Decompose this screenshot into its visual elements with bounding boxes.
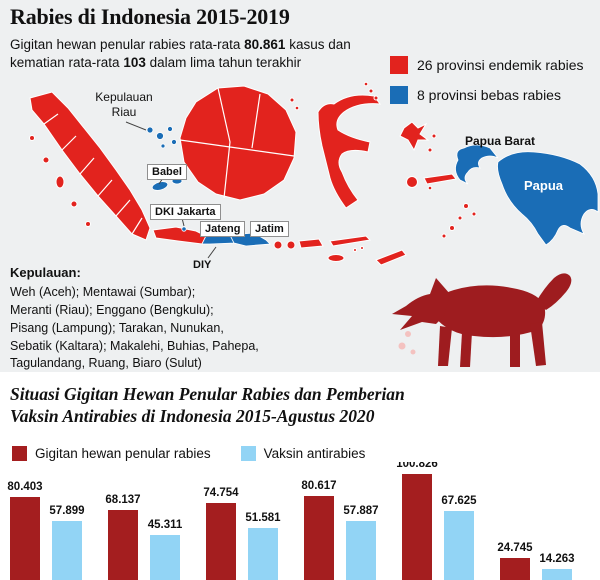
dog-silhouette-icon bbox=[392, 273, 572, 367]
mentawai-islands bbox=[55, 175, 65, 189]
legend-vaccine: Vaksin antirabies bbox=[240, 446, 366, 461]
rabid-dog-illustration bbox=[392, 273, 572, 367]
bar-gigitan-2 bbox=[206, 502, 236, 580]
islands-note-line: Pisang (Lampung); Tarakan, Nunukan, bbox=[10, 320, 224, 335]
seram-island bbox=[423, 173, 457, 185]
bites-color-swatch bbox=[12, 446, 27, 461]
endemic-provinces bbox=[29, 81, 477, 266]
bar-value-vaksin-4: 67.625 bbox=[441, 494, 477, 507]
bar-vaksin-3 bbox=[346, 521, 376, 580]
subtitle-cases-value: 80.861 bbox=[244, 37, 286, 52]
bites-legend-label: Gigitan hewan penular rabies bbox=[35, 446, 211, 461]
vaccine-legend-label: Vaksin antirabies bbox=[263, 446, 366, 461]
papua-barat-area bbox=[455, 144, 499, 185]
bar-value-vaksin-5: 14.263 bbox=[539, 553, 575, 566]
bar-vaksin-4 bbox=[444, 510, 474, 580]
subtitle-text: Gigitan hewan penular rabies rata-rata bbox=[10, 37, 245, 52]
page-subtitle: Gigitan hewan penular rabies rata-rata 8… bbox=[10, 36, 360, 72]
bar-value-gigitan-1: 68.137 bbox=[105, 494, 141, 507]
sumba-island bbox=[327, 254, 345, 262]
bar-vaksin-1 bbox=[150, 535, 180, 580]
label-kepulauan-riau: Kepulauan Riau bbox=[95, 90, 153, 119]
map-legend: 26 provinsi endemik rabies 8 provinsi be… bbox=[390, 56, 584, 116]
kepulauan-riau-islands bbox=[146, 126, 154, 134]
endemic-color-swatch bbox=[390, 56, 408, 74]
subtitle-text: kasus dan kematian rata-rata bbox=[10, 37, 351, 70]
bar-gigitan-3 bbox=[304, 496, 334, 580]
islands-note-line: Tagulandang, Ruang, Biaro (Sulut) bbox=[10, 356, 202, 371]
bar-vaksin-0 bbox=[52, 521, 82, 580]
chart-section-title: Situasi Gigitan Hewan Penular Rabies dan… bbox=[10, 384, 405, 426]
label-papua-barat: Papua Barat bbox=[465, 134, 536, 148]
islands-note-line: Sebatik (Kaltara); Makalehi, Buhias, Pah… bbox=[10, 338, 259, 353]
bar-gigitan-0 bbox=[10, 496, 40, 580]
bar-value-vaksin-0: 57.899 bbox=[49, 505, 85, 518]
drool-drops-icon bbox=[398, 331, 416, 355]
islands-note-line: Weh (Aceh); Mentawai (Sumbar); bbox=[10, 285, 196, 300]
buru-island bbox=[406, 176, 418, 188]
sumbawa-island bbox=[298, 238, 324, 249]
islands-note-line: Meranti (Riau); Enggano (Bengkulu); bbox=[10, 303, 214, 318]
page-title: Rabies di Indonesia 2015-2019 bbox=[10, 4, 290, 29]
subtitle-text: dalam lima tahun terakhir bbox=[145, 54, 302, 70]
label-diy: DIY bbox=[193, 259, 212, 271]
halmahera-island bbox=[399, 121, 430, 152]
pointer-lines bbox=[125, 121, 217, 259]
bar-vaksin-2 bbox=[248, 528, 278, 580]
dki-jakarta-area bbox=[181, 226, 187, 232]
free-color-swatch bbox=[390, 86, 408, 104]
label-jatim: Jatim bbox=[250, 221, 289, 237]
indonesia-map bbox=[29, 81, 599, 266]
label-papua: Papua bbox=[524, 178, 564, 193]
sulawesi-island bbox=[317, 94, 382, 209]
legend-bites: Gigitan hewan penular rabies bbox=[12, 446, 211, 461]
bangka-island bbox=[151, 181, 169, 191]
bar-value-gigitan-4: 100.826 bbox=[396, 462, 438, 471]
chart-legend: Gigitan hewan penular rabies Vaksin anti… bbox=[12, 446, 395, 461]
bar-vaksin-5 bbox=[542, 569, 572, 580]
province-borders bbox=[43, 87, 295, 235]
bar-value-gigitan-2: 74.754 bbox=[203, 486, 239, 499]
islands-note-heading: Kepulauan: bbox=[10, 265, 81, 280]
islands-note: Kepulauan: Weh (Aceh); Mentawai (Sumbar)… bbox=[10, 264, 259, 373]
kalimantan-island bbox=[179, 85, 297, 201]
endemic-legend-label: 26 provinsi endemik rabies bbox=[417, 57, 584, 73]
bar-value-gigitan-5: 24.745 bbox=[497, 541, 533, 554]
label-dki-jakarta: DKI Jakarta bbox=[150, 204, 221, 220]
bali-island bbox=[273, 240, 283, 250]
subtitle-deaths-value: 103 bbox=[123, 54, 146, 70]
bar-value-gigitan-0: 80.403 bbox=[7, 480, 43, 493]
flores-island bbox=[329, 235, 372, 247]
sumatra-island bbox=[29, 91, 151, 241]
lombok-island bbox=[286, 240, 296, 250]
bar-chart: 80.403 57.899 68.137 45.311 74.754 51.581 80.6… bbox=[0, 462, 600, 580]
bar-gigitan-1 bbox=[108, 510, 138, 580]
papua-area bbox=[497, 151, 599, 246]
bar-gigitan-4 bbox=[402, 474, 432, 580]
label-jateng: Jateng bbox=[200, 221, 246, 237]
west-java bbox=[152, 226, 207, 245]
legend-endemic: 26 provinsi endemik rabies bbox=[390, 56, 584, 74]
bar-value-vaksin-3: 57.887 bbox=[343, 505, 379, 518]
label-babel: Babel bbox=[147, 164, 187, 180]
legend-free: 8 provinsi bebas rabies bbox=[390, 86, 584, 104]
bar-gigitan-5 bbox=[500, 557, 530, 580]
bar-value-gigitan-3: 80.617 bbox=[301, 480, 337, 493]
vaccine-color-swatch bbox=[240, 446, 256, 461]
bar-value-vaksin-2: 51.581 bbox=[245, 512, 281, 525]
free-legend-label: 8 provinsi bebas rabies bbox=[417, 87, 561, 103]
timor-island bbox=[375, 249, 407, 266]
bar-value-vaksin-1: 45.311 bbox=[147, 519, 183, 532]
